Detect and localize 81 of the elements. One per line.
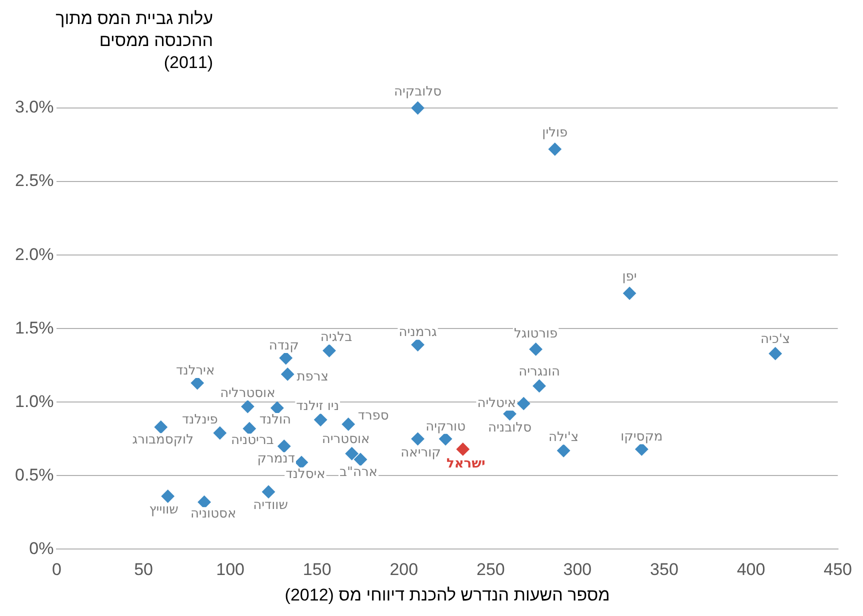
point	[270, 402, 284, 415]
point	[161, 490, 174, 503]
point	[262, 485, 276, 498]
x-tick-label: 100	[216, 560, 245, 580]
point	[517, 397, 530, 410]
point	[635, 442, 648, 456]
x-tick-label: 250	[476, 560, 505, 580]
annotation: שוודיה	[253, 498, 288, 514]
point	[623, 286, 636, 300]
point	[281, 368, 294, 381]
x-axis-title: מספר השעות הנדרש להכנת דיווחי מס (2012)	[284, 585, 610, 604]
x-tick-label: 200	[390, 560, 418, 580]
x-tick-label: 300	[563, 560, 592, 580]
annotation: צ'ילה	[548, 430, 579, 446]
point	[294, 456, 308, 469]
annotation: קוריאה	[400, 445, 441, 460]
point	[154, 420, 168, 434]
point	[768, 347, 782, 360]
point	[314, 413, 328, 426]
annotation: איסלנד	[286, 466, 326, 482]
annotation: אירלנד	[176, 363, 215, 378]
point	[411, 102, 424, 114]
annotation: ישראל	[446, 456, 486, 472]
annotation: ספרד	[358, 408, 389, 424]
annotation: הונגריה	[518, 364, 560, 380]
annotation: בלגיה	[320, 330, 352, 346]
annotation: סלובניה	[488, 420, 532, 436]
point	[279, 352, 292, 365]
annotation: גרמניה	[398, 325, 437, 340]
annotation: דנמרק	[257, 452, 295, 467]
x-tick-label: 0	[52, 560, 62, 580]
annotation: לוקסמבורג	[132, 432, 194, 448]
point	[456, 442, 470, 456]
y-axis-title: עלות גביית המס מתוך ההכנסה ממסים (2011)	[54, 8, 213, 74]
point	[354, 452, 367, 466]
y-tick-label: 2.0%	[15, 244, 54, 264]
y-tick-label: 1.5%	[15, 318, 54, 338]
annotation: צרפת	[296, 370, 328, 385]
annotation: אוסטריה	[322, 432, 370, 447]
y-tick-label: 3.0%	[15, 98, 54, 117]
annotation: ארה"ב	[339, 464, 378, 480]
annotation: צ'כיה	[760, 332, 790, 347]
point	[198, 496, 211, 509]
annotation: סלובקיה	[394, 84, 442, 100]
x-tick-label: 50	[134, 560, 153, 580]
point	[411, 432, 424, 446]
x-tick-label: 150	[302, 560, 332, 580]
annotation: קנדה	[268, 338, 299, 354]
annotation: ניו זילנד	[296, 399, 340, 414]
annotation: איטליה	[477, 396, 516, 411]
point	[557, 444, 570, 458]
point	[548, 142, 562, 156]
point	[213, 426, 226, 440]
y-tick-label: 0.5%	[15, 465, 54, 484]
annotation: אסטוניה	[190, 506, 236, 522]
point	[529, 342, 542, 356]
annotation: פורטוגל	[514, 326, 558, 342]
annotation: פינלנד	[182, 412, 218, 428]
y-tick-label: 1.0%	[15, 392, 54, 411]
annotation: אוסטרליה	[220, 386, 276, 401]
point	[278, 440, 291, 453]
point	[345, 447, 358, 460]
annotation: הולנד	[259, 412, 292, 428]
point	[411, 338, 424, 352]
point	[242, 422, 256, 436]
x-tick-label: 400	[736, 560, 766, 580]
annotation: בריטניה	[231, 432, 274, 448]
point	[532, 379, 546, 392]
x-tick-label: 450	[824, 560, 852, 580]
point	[322, 344, 336, 358]
y-tick-label: 0%	[29, 538, 54, 558]
annotation: שווייץ	[149, 502, 178, 518]
annotation: טורקיה	[426, 419, 466, 434]
annotation: מקסיקו	[620, 430, 663, 445]
annotation: יפן	[622, 270, 637, 285]
point	[190, 376, 204, 390]
y-tick-label: 2.5%	[15, 171, 54, 190]
point	[342, 418, 355, 431]
x-tick-label: 350	[650, 560, 678, 580]
point	[241, 400, 254, 414]
annotation: פולין	[542, 126, 568, 141]
